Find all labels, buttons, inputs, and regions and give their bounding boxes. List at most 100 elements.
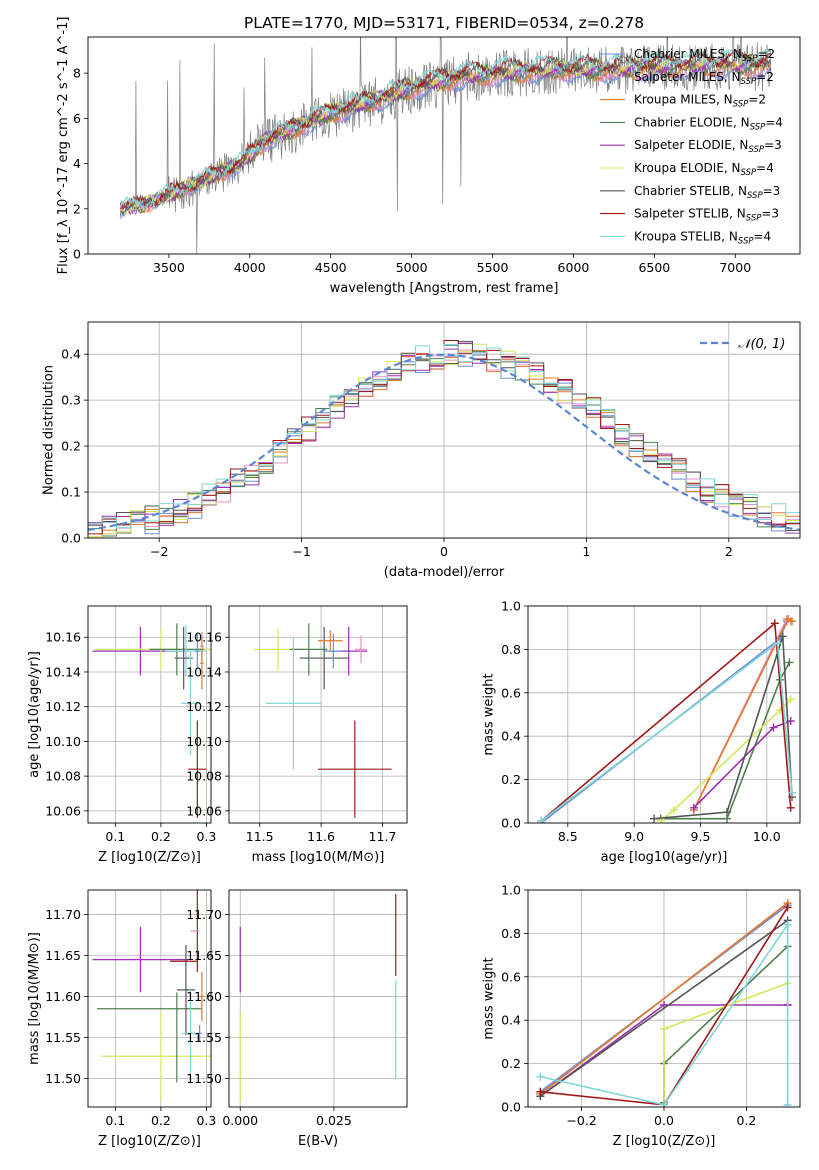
legend-label-text: Chabrier ELODIE, N bbox=[634, 115, 750, 129]
y-tick-label: 10.06 bbox=[186, 803, 222, 818]
axes-frame bbox=[87, 321, 801, 539]
y-tick-label: 10.16 bbox=[45, 630, 81, 645]
legend-label-text: Chabrier MILES, N bbox=[634, 47, 742, 61]
series-marker bbox=[788, 788, 797, 797]
y-axis-label: mass weight bbox=[481, 957, 496, 1039]
legend-label-text: Chabrier STELIB, N bbox=[634, 184, 747, 198]
x-tick-label: 0.000 bbox=[222, 1113, 258, 1128]
chart-mass-vs-Z: 0.1 0.2 0.3 11.50 11.55 11.60 11.65 11.70 Z [log… bbox=[27, 889, 216, 1149]
x-tick-label: 0.2 bbox=[151, 829, 171, 844]
legend-label-text: Salpeter ELODIE, N bbox=[634, 138, 748, 152]
y-axis-label: mass [log10(M/M⊙)] bbox=[27, 932, 42, 1065]
y-axis-label: mass weight bbox=[481, 673, 496, 755]
y-tick-label: 11.50 bbox=[45, 1071, 81, 1086]
x-tick-label: 7000 bbox=[719, 260, 751, 275]
legend-label-subscript: SSP bbox=[741, 77, 757, 87]
x-axis-label: Z [log10(Z/Z⊙)] bbox=[613, 1134, 716, 1149]
x-tick-label: 0.2 bbox=[151, 1113, 171, 1128]
legend-label-text: Kroupa STELIB, N bbox=[634, 229, 738, 243]
y-tick-label: 0.8 bbox=[501, 642, 521, 657]
series-line bbox=[539, 919, 789, 1097]
histogram-kroupa-stelib bbox=[88, 344, 800, 538]
x-axis-label: mass [log10(M/M⊙)] bbox=[252, 850, 385, 865]
series-marker bbox=[783, 1100, 792, 1107]
y-tick-label: 0.4 bbox=[501, 1013, 521, 1028]
errorbar-kroupa-stelib bbox=[181, 988, 200, 1079]
errorbar-chabrier-elodie bbox=[290, 623, 328, 676]
x-axis-label: wavelength [Angstrom, rest frame] bbox=[330, 281, 559, 296]
x-tick-label: 9.5 bbox=[691, 829, 711, 844]
errorbar-chabrier-miles bbox=[197, 1025, 202, 1042]
legend-label-value: =2 bbox=[748, 93, 766, 107]
y-tick-label: 10.12 bbox=[186, 699, 222, 714]
errorbar-kroupa-stelib bbox=[265, 637, 322, 770]
y-tick-label: 0.3 bbox=[61, 393, 81, 408]
legend-label-value: =3 bbox=[761, 207, 779, 221]
legend-label-subscript: SSP bbox=[750, 122, 766, 132]
x-axis-label: Z [log10(Z/Z⊙)] bbox=[98, 1134, 201, 1149]
y-tick-label: 1.0 bbox=[501, 599, 521, 614]
legend-label: Chabrier STELIB, NSSP=3 bbox=[634, 184, 780, 201]
y-tick-label: 10.08 bbox=[186, 769, 222, 784]
series-marker bbox=[536, 1087, 545, 1096]
y-tick-label: 11.50 bbox=[186, 1071, 222, 1086]
errorbar-kroupa-elodie bbox=[101, 1011, 211, 1102]
x-tick-label: 0.025 bbox=[316, 1113, 352, 1128]
legend-label-value: =4 bbox=[765, 115, 783, 129]
errorbar-salpeter-elodie bbox=[92, 926, 189, 993]
y-axis-label: Normed distribution bbox=[41, 365, 56, 495]
errorbar-salpeter-stelib bbox=[318, 720, 392, 818]
legend-label: Kroupa STELIB, NSSP=4 bbox=[634, 229, 771, 246]
y-tick-label: 10.16 bbox=[186, 630, 222, 645]
legend-label: Salpeter STELIB, NSSP=3 bbox=[634, 207, 779, 224]
series-marker bbox=[786, 803, 795, 812]
x-tick-label: −2 bbox=[150, 544, 168, 559]
legend-label: Kroupa ELODIE, NSSP=4 bbox=[634, 161, 774, 178]
y-tick-label: 4 bbox=[73, 156, 81, 171]
legend-label-subscript: SSP bbox=[747, 191, 763, 201]
legend-label-subscript: SSP bbox=[741, 168, 757, 178]
y-tick-label: 10.10 bbox=[186, 734, 222, 749]
x-tick-label: 0.2 bbox=[736, 1113, 756, 1128]
y-tick-label: 11.70 bbox=[45, 907, 81, 922]
x-tick-label: 0.1 bbox=[105, 829, 125, 844]
series-marker bbox=[537, 816, 546, 823]
x-tick-label: −1 bbox=[292, 544, 310, 559]
errorbar-kroupa-miles bbox=[199, 971, 205, 1022]
x-axis-label: (data-model)/error bbox=[384, 565, 505, 580]
legend-label-text: Kroupa MILES, N bbox=[634, 93, 733, 107]
y-axis-label: Flux [f_λ 10^-17 erg cm^-2 s^-1 A^-1] bbox=[56, 17, 71, 275]
x-tick-label: 0.3 bbox=[196, 1113, 216, 1128]
errorbar-kroupa-miles bbox=[318, 630, 343, 652]
model-line-kroupa-stelib bbox=[120, 48, 772, 212]
y-tick-label: 0.8 bbox=[501, 926, 521, 941]
series-kroupa-stelib bbox=[536, 920, 792, 1107]
x-tick-label: 4000 bbox=[234, 260, 266, 275]
y-tick-label: 0.0 bbox=[501, 1100, 521, 1115]
y-tick-label: 11.55 bbox=[186, 1030, 222, 1045]
y-tick-label: 10.06 bbox=[45, 803, 81, 818]
series-marker bbox=[660, 1100, 668, 1107]
legend-label-subscript: SSP bbox=[738, 236, 754, 246]
y-tick-label: 10.10 bbox=[45, 734, 81, 749]
axes-frame bbox=[87, 889, 212, 1108]
legend-label: 𝒩(0, 1) bbox=[738, 337, 785, 352]
legend-label-subscript: SSP bbox=[746, 214, 762, 224]
y-tick-label: 0.2 bbox=[501, 1056, 521, 1071]
legend-label: Chabrier ELODIE, NSSP=4 bbox=[634, 115, 783, 132]
errorbar-kroupa-miles bbox=[200, 637, 204, 690]
plot-area bbox=[537, 615, 797, 823]
x-tick-label: −0.2 bbox=[566, 1113, 596, 1128]
x-tick-label: 11.7 bbox=[369, 829, 397, 844]
plot-area bbox=[92, 890, 211, 1102]
normal-curve bbox=[88, 353, 800, 532]
errorbar-chabrier-elodie bbox=[149, 623, 205, 676]
series-kroupa-elodie bbox=[656, 695, 795, 823]
series-marker bbox=[786, 695, 795, 704]
y-tick-label: 0.6 bbox=[501, 969, 521, 984]
chart-weight-vs-Z: −0.2 0.0 0.2 0.0 0.2 0.4 0.6 0.8 1.0 Z [log10(Z/Z… bbox=[481, 883, 801, 1149]
series-salpeter-stelib bbox=[537, 619, 795, 823]
legend-label-value: =2 bbox=[757, 47, 775, 61]
